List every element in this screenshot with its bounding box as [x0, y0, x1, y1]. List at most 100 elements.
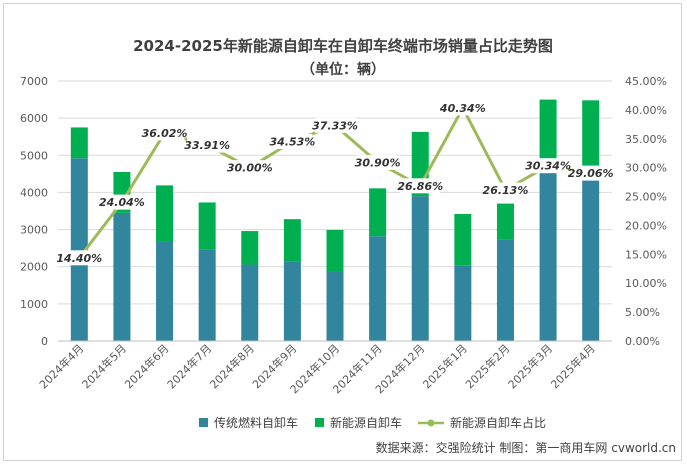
share-label-bg	[528, 158, 569, 174]
x-tick-label: 2025年1月	[420, 341, 470, 391]
share-label-text: 30.34%	[525, 160, 571, 173]
share-label-text: 33.91%	[184, 139, 230, 152]
bar-new-energy	[198, 202, 216, 250]
right-tick-label: 35.00%	[625, 133, 667, 146]
legend-label-share: 新能源自卸车占比	[450, 415, 546, 430]
bar-new-energy	[70, 127, 88, 159]
bar-new-energy	[326, 229, 344, 272]
x-axis: 2024年4月2024年5月2024年6月2024年7月2024年8月2024年…	[36, 340, 612, 396]
left-tick-label: 4000	[20, 186, 48, 199]
share-label-bg	[400, 178, 441, 194]
left-tick-label: 7000	[20, 75, 48, 88]
legend-swatch-traditional	[199, 418, 208, 427]
share-label-text: 30.00%	[227, 162, 273, 175]
share-data-label: 29.06%	[568, 165, 614, 181]
share-label-text: 26.86%	[397, 180, 443, 193]
right-tick-label: 40.00%	[625, 104, 667, 117]
share-label-bg	[315, 117, 355, 133]
right-tick-label: 45.00%	[625, 75, 667, 88]
legend-swatch-share-marker	[427, 419, 435, 427]
left-tick-label: 3000	[20, 224, 48, 237]
bar-traditional	[496, 239, 514, 341]
bar-traditional	[411, 196, 429, 341]
bar-traditional	[539, 173, 557, 341]
legend: 传统燃料自卸车 新能源自卸车 新能源自卸车占比	[199, 415, 546, 430]
share-label-bg	[144, 125, 185, 141]
bar-new-energy	[496, 203, 514, 240]
bar-new-energy	[539, 99, 557, 174]
share-label-bg	[442, 100, 483, 116]
x-tick-label: 2024年7月	[164, 341, 214, 391]
share-data-label: 14.40%	[56, 250, 102, 266]
x-tick-label: 2024年5月	[79, 341, 129, 391]
share-data-label: 30.00%	[227, 160, 273, 176]
right-tick-label: 5.00%	[625, 306, 660, 319]
chart-subtitle: （单位：辆）	[301, 61, 385, 78]
share-label-bg	[187, 137, 228, 153]
share-data-label: 33.91%	[184, 137, 230, 153]
share-data-label: 34.53%	[269, 133, 315, 149]
share-data-label: 26.86%	[397, 178, 443, 194]
share-line-series: 14.40% 24.04% 36.02%33.91% 30.00% 34.53% 37.3…	[56, 100, 614, 266]
bar-traditional	[113, 212, 131, 341]
bar-traditional	[241, 264, 259, 341]
share-label-text: 24.04%	[99, 196, 145, 209]
left-tick-label: 5000	[20, 149, 48, 162]
bar-new-energy	[582, 100, 600, 172]
bar-new-energy	[156, 185, 174, 242]
bar-traditional	[582, 171, 600, 341]
x-tick-label: 2024年4月	[36, 341, 86, 391]
share-label-bg	[101, 194, 142, 210]
share-label-bg	[229, 160, 270, 176]
share-label-bg	[570, 165, 611, 181]
right-tick-label: 15.00%	[625, 248, 667, 261]
share-data-label: 37.33%	[312, 117, 358, 133]
bar-new-energy	[283, 219, 301, 262]
bar-new-energy	[369, 188, 387, 237]
left-tick-label: 0	[41, 335, 48, 348]
source-note: 数据来源：交强险统计 制图：第一商用车网 cvworld.cn	[376, 440, 676, 455]
bar-traditional	[283, 261, 301, 341]
share-data-label: 36.02%	[142, 125, 188, 141]
bar-new-energy	[241, 231, 259, 265]
legend-label-new-energy: 新能源自卸车	[330, 415, 402, 430]
share-data-label: 24.04%	[99, 194, 145, 210]
share-data-label: 40.34%	[439, 100, 486, 116]
bar-traditional	[454, 265, 472, 341]
share-label-text: 36.02%	[142, 127, 188, 140]
right-tick-label: 30.00%	[625, 162, 667, 175]
share-label-text: 30.90%	[355, 156, 401, 169]
x-tick-label: 2025年2月	[462, 341, 512, 391]
right-tick-label: 20.00%	[625, 219, 667, 232]
share-label-text: 40.34%	[439, 102, 486, 115]
share-label-text: 37.33%	[312, 119, 358, 132]
share-label-text: 34.53%	[269, 135, 315, 148]
right-tick-label: 25.00%	[625, 191, 667, 204]
bar-traditional	[369, 236, 387, 341]
x-tick-label: 2024年6月	[121, 341, 171, 391]
bar-traditional	[326, 271, 344, 341]
right-tick-label: 10.00%	[625, 277, 667, 290]
share-data-label: 30.34%	[525, 158, 571, 174]
share-label-text: 14.40%	[56, 252, 102, 265]
share-label-bg	[59, 250, 100, 266]
left-axis: 0 1000 2000 3000 4000 5000 6000 7000	[20, 75, 48, 348]
bar-traditional	[70, 158, 88, 341]
chart-title: 2024-2025年新能源自卸车在自卸车终端市场销量占比走势图	[133, 37, 553, 55]
x-tick-label: 2024年8月	[207, 341, 257, 391]
share-label-bg	[357, 154, 398, 170]
left-tick-label: 2000	[20, 261, 48, 274]
bar-traditional	[198, 249, 216, 341]
share-data-label: 26.13%	[483, 182, 529, 198]
share-label-bg	[272, 133, 313, 149]
bar-new-energy	[454, 213, 472, 266]
chart-frame	[3, 3, 682, 461]
legend-swatch-new-energy	[315, 418, 324, 427]
right-tick-label: 0.00%	[625, 335, 660, 348]
share-data-label: 30.90%	[355, 154, 401, 170]
share-label-text: 26.13%	[483, 184, 529, 197]
share-label-bg	[485, 182, 526, 198]
share-label-text: 29.06%	[568, 167, 614, 180]
right-axis: 0.00% 5.00% 10.00% 15.00% 20.00% 25.00% 30.00%…	[625, 75, 667, 348]
